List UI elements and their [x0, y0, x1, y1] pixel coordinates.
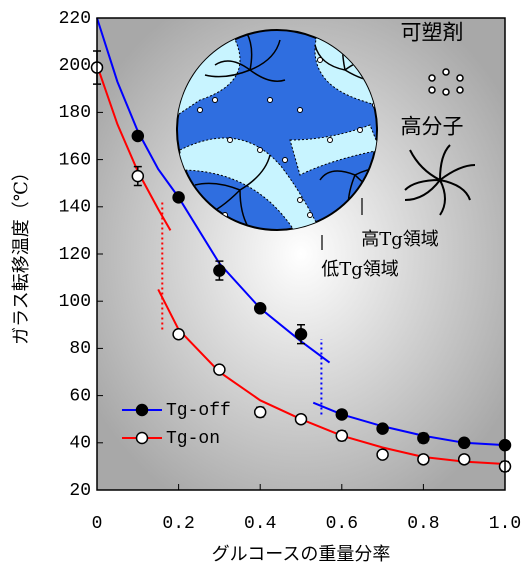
marker	[417, 431, 430, 445]
annotation: 高Tg領域	[361, 229, 439, 250]
marker	[457, 436, 471, 450]
marker	[294, 412, 308, 426]
x-tick-label: 0	[92, 514, 103, 534]
plasticizer-dots	[192, 57, 377, 218]
x-tick-label: 1.0	[489, 514, 521, 534]
y-axis-label: ガラス転移温度（℃）	[11, 163, 32, 345]
marker	[131, 129, 145, 143]
marker	[213, 264, 226, 277]
annotation: 高分子	[401, 115, 464, 139]
y-tick-label: 200	[59, 56, 91, 76]
y-tick-label: 220	[59, 9, 91, 29]
plot-frame	[96, 17, 506, 491]
marker	[253, 405, 267, 419]
legend-marker	[135, 431, 149, 445]
y-tick-label: 20	[69, 481, 91, 501]
y-tick-label: 160	[59, 150, 91, 170]
marker	[335, 429, 349, 442]
x-axis-label: グルコースの重量分率	[212, 544, 391, 565]
x-tick-label: 0.8	[407, 514, 439, 534]
y-tick-label: 40	[69, 434, 91, 454]
fit-curve	[157, 288, 506, 466]
marker	[172, 191, 185, 204]
marker	[376, 448, 389, 461]
legend-marker	[135, 403, 149, 417]
marker	[131, 169, 145, 183]
y-tick-label: 100	[59, 292, 91, 312]
y-tick-label: 60	[69, 386, 91, 406]
marker	[253, 302, 267, 315]
marker	[294, 327, 308, 341]
marker	[417, 453, 430, 466]
annotation-arrows	[321, 198, 363, 250]
plot: Tg-off Tg-on	[90, 17, 512, 491]
marker	[213, 363, 226, 376]
y-tick-label: 120	[59, 245, 91, 265]
annotation: 低Tg領域	[321, 259, 399, 280]
legend-label: Tg-on	[166, 429, 220, 449]
y-tick-label: 140	[59, 198, 91, 218]
polymer-icon	[404, 144, 476, 216]
y-tick-label: 180	[59, 103, 91, 123]
x-tick-label: 0.2	[162, 514, 194, 534]
plasticizer-icon	[428, 68, 464, 96]
marker	[335, 408, 349, 421]
legend-label: Tg-off	[166, 401, 231, 421]
marker	[172, 327, 185, 341]
x-tick-label: 0.4	[244, 514, 276, 534]
marker	[376, 422, 389, 435]
x-tick-label: 0.6	[326, 514, 358, 534]
marker	[457, 453, 471, 466]
annotation: 可塑剤	[401, 21, 464, 45]
y-tick-label: 80	[69, 339, 91, 359]
